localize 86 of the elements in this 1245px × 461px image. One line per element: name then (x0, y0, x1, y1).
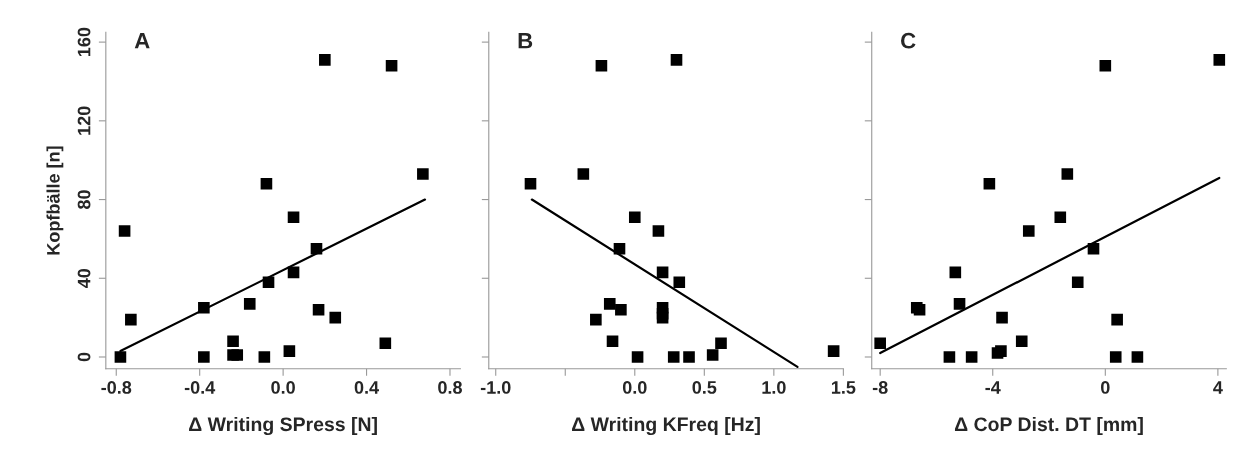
point (1061, 168, 1074, 180)
point (231, 349, 244, 361)
x-tick-label: -0.4 (184, 381, 216, 394)
point (874, 337, 886, 350)
point (615, 303, 627, 316)
y-tick-label: 40 (77, 268, 91, 289)
point (965, 351, 978, 363)
point (310, 242, 323, 255)
point (1087, 242, 1100, 255)
point (1213, 54, 1226, 66)
point (227, 335, 239, 348)
point (1131, 351, 1144, 363)
point (1054, 211, 1067, 224)
point (198, 301, 210, 314)
point (118, 225, 131, 237)
point (1022, 225, 1035, 237)
point (243, 298, 256, 310)
point (417, 168, 429, 180)
point (125, 313, 137, 326)
point (262, 276, 275, 289)
point (628, 211, 641, 224)
point (385, 59, 398, 72)
point (606, 335, 619, 348)
point (706, 349, 719, 361)
point (379, 337, 392, 350)
point (260, 178, 273, 190)
point (603, 298, 616, 310)
point (590, 313, 602, 326)
point (1015, 335, 1028, 348)
point (258, 351, 271, 363)
x-tick-label: -0.8 (101, 381, 132, 394)
point (524, 178, 537, 190)
x-tick-label: -4 (985, 381, 1001, 394)
point (595, 59, 608, 72)
point (577, 168, 590, 180)
point (995, 345, 1007, 357)
point (198, 351, 210, 363)
x-tick-label: 0.5 (692, 381, 717, 394)
point (656, 266, 669, 279)
point (996, 311, 1008, 324)
point (656, 311, 669, 324)
y-tick-label: 0 (77, 352, 91, 362)
chart-title: B (518, 33, 533, 49)
x-tick-label: 0.0 (622, 381, 647, 394)
x-tick-label: 1.5 (831, 381, 856, 394)
x-tick-label: -8 (872, 381, 888, 394)
point (670, 54, 683, 66)
point (949, 266, 962, 279)
point (114, 351, 127, 363)
x-tick-label: 0.4 (354, 381, 380, 394)
point (953, 298, 966, 310)
point (287, 211, 300, 224)
point (312, 303, 325, 316)
x-tick-label: 1.0 (762, 381, 786, 394)
point (631, 351, 644, 363)
point (983, 178, 996, 190)
point (652, 225, 665, 237)
chart-title: A (134, 33, 150, 49)
y-axis-title: Kopfbälle [n] (46, 146, 64, 255)
x-tick-label: 0 (1101, 381, 1110, 394)
x-tick-label: -1.0 (480, 381, 511, 394)
point (1071, 276, 1084, 289)
y-tick-label: 120 (77, 106, 91, 135)
x-axis-title: Δ Writing KFreq [Hz] (572, 416, 760, 436)
point (283, 345, 296, 357)
chart-title: C (901, 32, 916, 49)
point (613, 242, 626, 255)
point (715, 337, 727, 350)
point (287, 266, 300, 279)
point (667, 351, 680, 363)
point (827, 345, 840, 357)
point (319, 54, 331, 66)
x-axis-title: Δ CoP Dist. DT [mm] (954, 416, 1143, 436)
x-tick-label: 4 (1213, 381, 1223, 394)
x-tick-label: 0.0 (271, 381, 295, 394)
point (1109, 351, 1122, 363)
point (943, 351, 956, 363)
y-tick-label: 80 (77, 190, 91, 210)
x-tick-label: 0.8 (438, 381, 462, 394)
x-axis-title: Δ Writing SPress [N] (189, 416, 377, 436)
point (1111, 313, 1123, 326)
y-tick-label: 160 (77, 27, 91, 57)
point (329, 311, 342, 324)
point (673, 276, 686, 289)
point (683, 351, 695, 363)
point (1099, 59, 1112, 72)
